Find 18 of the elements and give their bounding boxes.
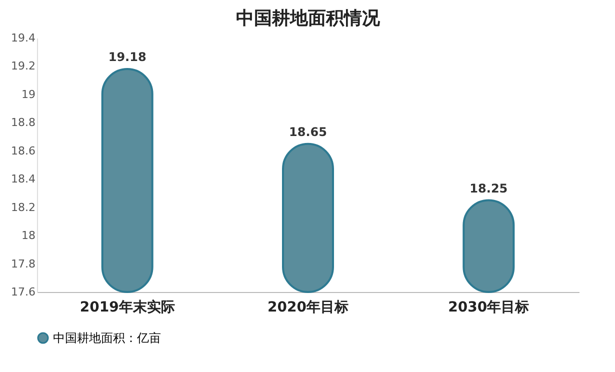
y-tick-label: 18.4	[11, 172, 36, 186]
legend-label: 中国耕地面积：亿亩	[53, 331, 161, 345]
data-label: 18.25	[470, 181, 508, 196]
y-tick-label: 19.4	[11, 32, 36, 44]
y-tick-label: 18.6	[11, 144, 36, 158]
y-tick-label: 18	[22, 229, 36, 242]
y-tick-label: 17.8	[11, 257, 36, 270]
y-tick-label: 19.2	[11, 60, 36, 73]
data-label: 18.65	[289, 124, 327, 139]
x-tick-label: 2020年目标	[268, 300, 348, 316]
chart-title: 中国耕地面积情况	[236, 8, 381, 29]
y-tick-label: 18.2	[11, 200, 36, 214]
x-tick-label: 2030年目标	[448, 300, 530, 316]
y-tick-label: 17.6	[11, 286, 36, 298]
y-tick-label: 18.8	[11, 116, 36, 130]
y-tick-label: 19	[22, 88, 36, 101]
x-tick-label: 2019年末实际	[80, 298, 175, 316]
data-label: 19.18	[108, 50, 146, 64]
